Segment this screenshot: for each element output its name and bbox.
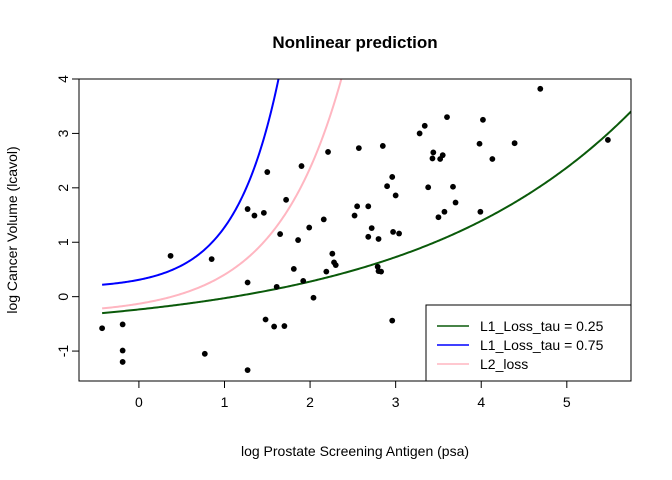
data-point: [389, 174, 396, 180]
data-point: [354, 203, 361, 210]
data-point: [365, 203, 372, 210]
series-line-2: [102, 79, 280, 286]
data-point: [273, 283, 280, 290]
legend-label-1: L1_Loss_tau = 0.25: [480, 318, 604, 334]
data-point: [290, 266, 297, 272]
data-point: [396, 230, 402, 237]
data-point: [511, 140, 518, 147]
data-point: [355, 145, 362, 152]
data-point: [374, 263, 381, 270]
series-line-1: [102, 110, 631, 315]
data-point: [310, 294, 317, 301]
data-point: [332, 262, 339, 268]
data-point: [298, 163, 305, 169]
data-point: [208, 256, 215, 263]
x-tick-label: 5: [563, 394, 571, 410]
points-layer: [99, 85, 611, 374]
data-point: [452, 199, 459, 206]
data-point: [439, 152, 446, 159]
y-axis-label: log Cancer Volume (lcavol): [4, 146, 20, 313]
x-tick-label: 4: [477, 394, 485, 410]
data-point: [323, 268, 330, 275]
legend: L1_Loss_tau = 0.25 L1_Loss_tau = 0.75 L2_l…: [425, 304, 632, 382]
data-point: [201, 350, 208, 357]
legend-box: [425, 304, 632, 382]
data-point: [537, 85, 544, 92]
data-point: [283, 196, 290, 203]
legend-label-2: L1_Loss_tau = 0.75: [480, 337, 604, 353]
y-tick-label: -1: [55, 345, 71, 358]
data-point: [244, 279, 251, 286]
data-point: [251, 212, 258, 219]
data-point: [264, 169, 271, 175]
chart-title: Nonlinear prediction: [272, 33, 437, 52]
data-point: [378, 268, 385, 275]
data-point: [430, 149, 437, 156]
data-point: [271, 323, 278, 330]
x-tick-label: 1: [221, 394, 229, 410]
data-point: [167, 252, 174, 259]
y-tick-label: 0: [55, 293, 71, 301]
y-tick-label: 3: [55, 129, 71, 137]
data-point: [604, 137, 611, 143]
data-point: [260, 209, 267, 216]
x-tick-label: 0: [135, 394, 143, 410]
data-point: [444, 114, 450, 120]
data-point: [489, 156, 496, 162]
data-point: [476, 140, 483, 147]
data-point: [262, 316, 269, 323]
data-point: [99, 325, 106, 332]
data-point: [450, 183, 456, 190]
data-point: [295, 237, 301, 243]
data-point: [320, 216, 327, 223]
data-point: [277, 231, 284, 237]
data-point: [281, 323, 288, 329]
y-axis: -1 0 1 2 3 4: [55, 75, 80, 358]
y-tick-label: 2: [55, 184, 71, 192]
x-tick-label: 2: [306, 394, 314, 410]
data-point: [480, 116, 486, 123]
data-point: [389, 317, 396, 324]
legend-label-3: L2_loss: [480, 356, 528, 372]
data-point: [368, 225, 375, 231]
data-point: [119, 321, 126, 328]
data-point: [375, 236, 382, 242]
data-point: [351, 212, 358, 219]
series-line-3: [102, 79, 343, 310]
x-tick-label: 3: [392, 394, 400, 410]
curves-layer: [102, 79, 631, 315]
x-axis: 0 1 2 3 4 5: [135, 380, 571, 410]
x-axis-label: log Prostate Screening Antigen (psa): [241, 443, 469, 459]
y-tick-label: 4: [55, 75, 71, 83]
data-point: [421, 122, 428, 129]
data-point: [390, 229, 396, 235]
y-tick-label: 1: [55, 238, 71, 246]
data-point: [365, 233, 372, 240]
data-point: [329, 250, 336, 257]
data-point: [300, 277, 307, 284]
data-point: [441, 208, 448, 215]
data-point: [435, 214, 442, 221]
data-point: [384, 183, 390, 190]
data-point: [425, 184, 432, 191]
data-point: [119, 359, 126, 365]
data-point: [325, 149, 331, 155]
data-point: [119, 347, 126, 354]
data-point: [392, 192, 399, 199]
data-point: [429, 155, 436, 162]
data-point: [416, 130, 423, 137]
data-point: [379, 143, 386, 149]
data-point: [244, 206, 251, 212]
data-point: [306, 224, 313, 231]
data-point: [244, 367, 251, 374]
data-point: [477, 208, 484, 215]
